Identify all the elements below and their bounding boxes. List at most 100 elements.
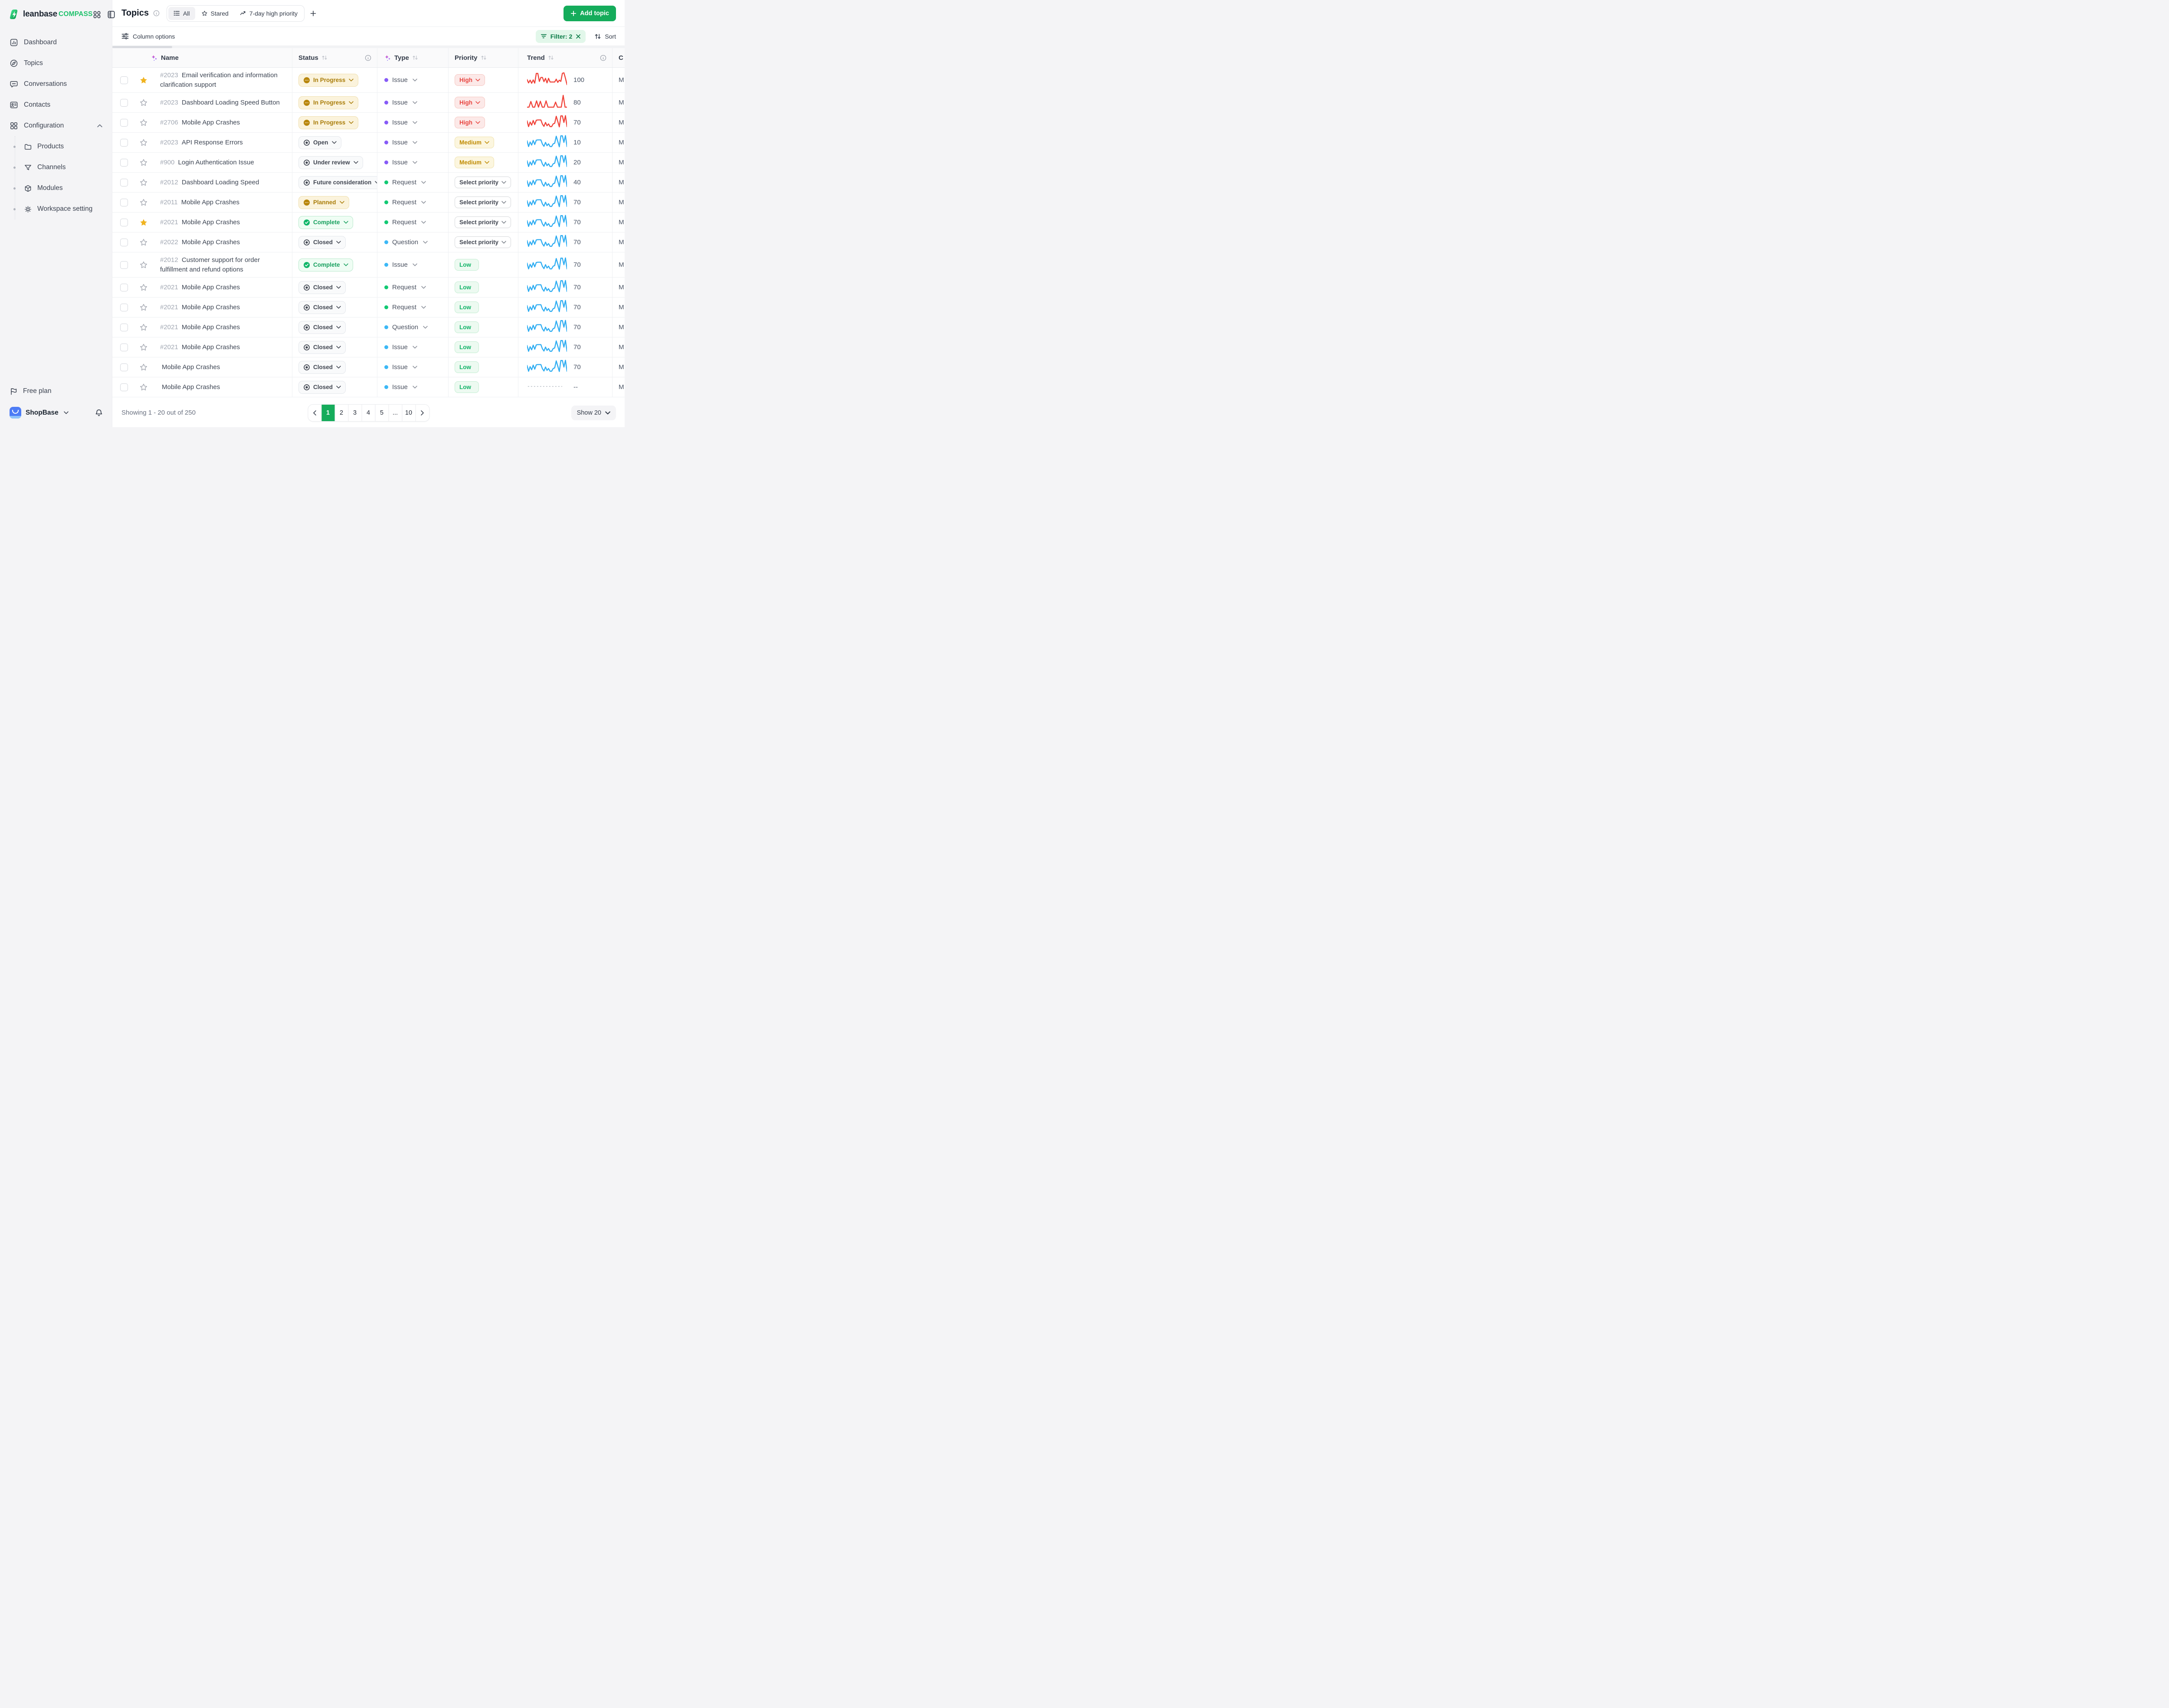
row-checkbox[interactable] [120,344,128,351]
sidebar-item-dashboard[interactable]: Dashboard [5,32,107,53]
filter-chip[interactable]: Filter: 2 [536,30,586,43]
table-row[interactable]: #2011 Mobile App Crashes Planned Request… [112,193,625,213]
column-header-type[interactable]: Type [377,48,449,67]
clear-filter-icon[interactable] [576,34,581,39]
free-plan-button[interactable]: Free plan [10,383,103,400]
sidebar-item-channels[interactable]: Channels [15,157,107,178]
star-toggle[interactable] [139,158,148,167]
table-row[interactable]: #2021 Mobile App Crashes Closed Request … [112,298,625,317]
table-row[interactable]: #2021 Mobile App Crashes Complete Reques… [112,213,625,232]
priority-badge[interactable]: Select priority [455,216,511,228]
priority-badge[interactable]: High [455,74,485,86]
status-badge[interactable]: Closed [298,236,346,249]
prev-page-button[interactable] [308,405,321,421]
row-checkbox[interactable] [120,179,128,187]
page-size-select[interactable]: Show 20 [571,406,616,420]
priority-badge[interactable]: Low [455,321,479,333]
row-checkbox[interactable] [120,363,128,371]
status-badge[interactable]: In Progress [298,74,358,87]
priority-badge[interactable]: Low [455,259,479,271]
topic-name[interactable]: #2023 API Response Errors [160,138,249,147]
apps-grid-icon[interactable] [93,10,101,19]
sidebar-item-conversations[interactable]: Conversations [5,74,107,95]
topic-name[interactable]: #2021 Mobile App Crashes [160,323,246,332]
row-checkbox[interactable] [120,304,128,311]
column-header-priority[interactable]: Priority [449,48,518,67]
type-select[interactable]: Issue [384,159,417,166]
add-view-button[interactable] [310,10,317,17]
type-select[interactable]: Question [384,239,428,246]
priority-badge[interactable]: Low [455,301,479,313]
tab-7-day-high-priority[interactable]: 7-day high priority [235,7,303,20]
star-toggle[interactable] [139,283,148,292]
notifications-bell-icon[interactable] [95,409,103,417]
row-checkbox[interactable] [120,199,128,206]
type-select[interactable]: Issue [384,99,417,106]
table-row[interactable]: #2021 Mobile App Crashes Closed Question… [112,317,625,337]
row-checkbox[interactable] [120,383,128,391]
status-badge[interactable]: Complete [298,216,353,229]
type-select[interactable]: Request [384,284,426,291]
priority-badge[interactable]: Low [455,281,479,293]
next-page-button[interactable] [416,405,429,421]
column-header-trend[interactable]: Trend [518,48,613,67]
topic-name[interactable]: #900 Login Authentication Issue [160,158,260,167]
sidebar-item-products[interactable]: Products [15,136,107,157]
status-badge[interactable]: Closed [298,341,346,354]
topic-name[interactable]: #2023 Email verification and information… [160,71,290,89]
topic-name[interactable]: #2021 Mobile App Crashes [160,343,246,352]
page-button-1[interactable]: 1 [321,405,335,421]
status-badge[interactable]: Complete [298,258,353,272]
status-badge[interactable]: Closed [298,321,346,334]
row-checkbox[interactable] [120,284,128,291]
sort-button[interactable]: Sort [594,33,616,40]
topic-name[interactable]: Mobile App Crashes [160,383,226,392]
tab-stared[interactable]: Stared [196,7,234,20]
type-select[interactable]: Request [384,219,426,226]
table-row[interactable]: Mobile App Crashes Closed Issue Low [112,357,625,377]
status-badge[interactable]: Closed [298,361,346,374]
star-toggle[interactable] [139,198,148,207]
column-header-name[interactable]: Name [112,48,292,67]
topic-name[interactable]: #2011 Mobile App Crashes [160,198,246,207]
status-badge[interactable]: In Progress [298,116,358,129]
star-toggle[interactable] [139,138,148,147]
row-checkbox[interactable] [120,159,128,167]
tab-all[interactable]: All [168,7,195,20]
type-select[interactable]: Request [384,304,426,311]
type-select[interactable]: Issue [384,261,417,268]
star-toggle[interactable] [139,218,148,227]
table-row[interactable]: #2012 Dashboard Loading Speed Future con… [112,173,625,193]
sidebar-item-configuration[interactable]: Configuration [5,115,107,136]
sidebar-item-modules[interactable]: Modules [15,178,107,199]
column-header-status[interactable]: Status [292,48,377,67]
column-options-button[interactable]: Column options [121,33,175,40]
topic-name[interactable]: #2021 Mobile App Crashes [160,303,246,312]
status-badge[interactable]: Closed [298,381,346,394]
type-select[interactable]: Issue [384,76,417,84]
type-select[interactable]: Question [384,324,428,331]
page-button-10[interactable]: 10 [402,405,416,421]
topic-name[interactable]: #2021 Mobile App Crashes [160,283,246,292]
row-checkbox[interactable] [120,239,128,246]
status-badge[interactable]: Future consideration [298,176,377,189]
collapse-sidebar-icon[interactable] [107,10,115,19]
sort-arrows-icon[interactable] [412,55,418,61]
status-badge[interactable]: Planned [298,196,349,209]
table-row[interactable]: #2023 API Response Errors Open Issue Med… [112,133,625,153]
type-select[interactable]: Issue [384,344,417,351]
table-row[interactable]: #2012 Customer support for order fulfill… [112,252,625,278]
row-checkbox[interactable] [120,76,128,84]
row-checkbox[interactable] [120,219,128,226]
table-row[interactable]: #2022 Mobile App Crashes Closed Question… [112,232,625,252]
status-badge[interactable]: Closed [298,301,346,314]
page-button-3[interactable]: 3 [348,405,362,421]
page-button-5[interactable]: 5 [375,405,389,421]
priority-badge[interactable]: High [455,97,485,108]
star-toggle[interactable] [139,383,148,392]
status-badge[interactable]: In Progress [298,96,358,109]
trend-info-icon[interactable] [600,55,606,61]
priority-badge[interactable]: Select priority [455,196,511,208]
sidebar-item-contacts[interactable]: Contacts [5,95,107,115]
type-select[interactable]: Issue [384,383,417,391]
